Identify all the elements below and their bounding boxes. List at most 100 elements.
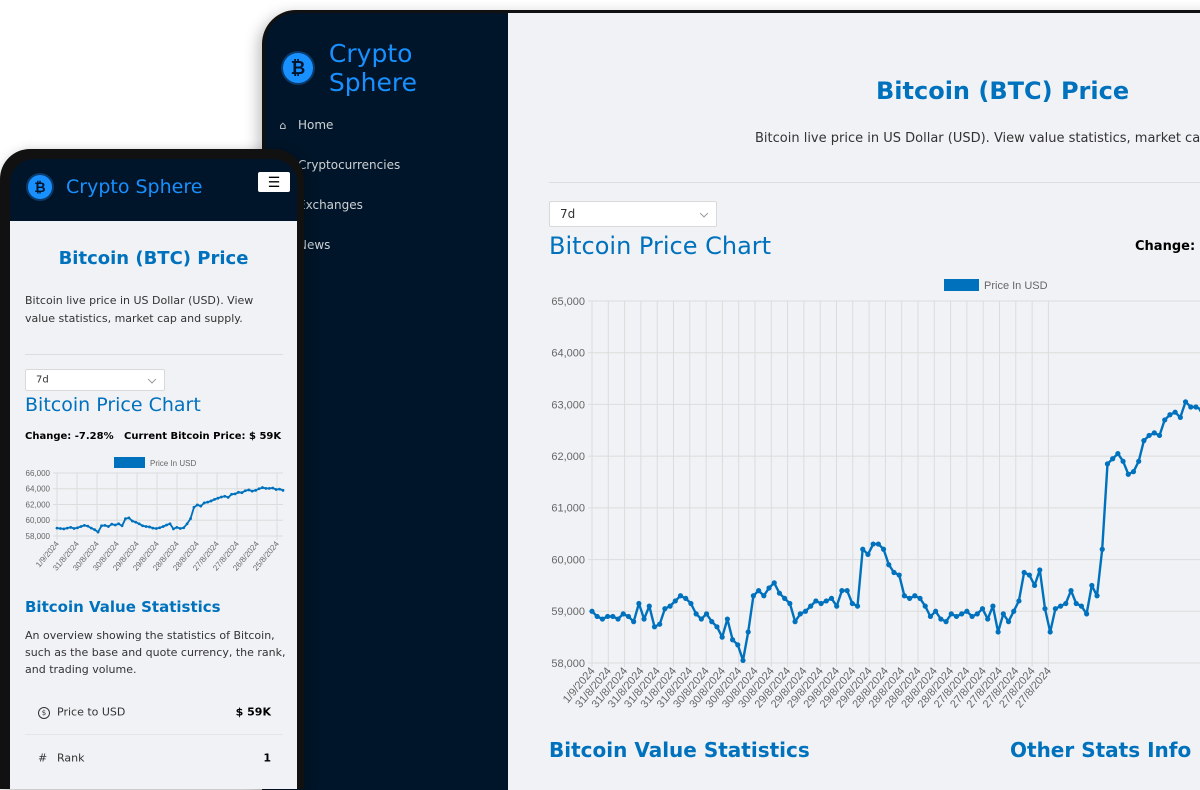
data-point (1110, 456, 1116, 462)
y-tick-label: 60,000 (551, 554, 585, 566)
data-point (1073, 600, 1079, 607)
mobile-header: ₿ Crypto Sphere ☰ (10, 159, 297, 221)
data-point (761, 593, 767, 599)
data-point (182, 526, 186, 530)
menu-toggle-button[interactable]: ☰ (258, 172, 290, 192)
data-point (281, 488, 285, 492)
data-point (933, 608, 939, 614)
y-tick-label: 62,000 (26, 500, 51, 509)
time-period-select[interactable]: 7d (549, 201, 717, 227)
legend-swatch (944, 279, 979, 291)
sidebar-item-home[interactable]: ⌂ Home (276, 105, 506, 145)
y-tick-label: 59,000 (551, 606, 585, 618)
time-period-select[interactable]: 7d (25, 369, 165, 391)
page-title: Bitcoin (BTC) Price (58, 248, 249, 269)
data-point (953, 613, 960, 620)
data-point (82, 523, 86, 527)
sidebar-item-exchanges[interactable]: ⇄ Exchanges (276, 185, 506, 225)
data-point (870, 541, 876, 547)
data-point (76, 526, 79, 530)
data-point (124, 517, 127, 521)
data-point (787, 600, 793, 607)
data-point (886, 562, 892, 568)
data-point (693, 611, 699, 617)
divider (25, 354, 283, 355)
y-tick-label: 65,000 (551, 296, 585, 308)
data-point (808, 603, 814, 609)
data-point (110, 522, 114, 526)
data-point (948, 611, 954, 617)
sidebar-menu: ⌂ Home ⬚ Cryptocurrencies ⇄ Exchanges ✧ … (276, 105, 506, 265)
data-point (1011, 608, 1017, 614)
data-point (964, 608, 970, 614)
data-point (735, 642, 741, 648)
data-point (226, 496, 230, 499)
data-point (724, 616, 730, 622)
data-point (1021, 569, 1027, 576)
data-point (79, 525, 83, 528)
value-stats-title: Bitcoin Value Statistics (25, 598, 221, 616)
data-point (59, 527, 62, 530)
sidebar-item-cryptocurrencies[interactable]: ⬚ Cryptocurrencies (276, 145, 506, 185)
data-point (168, 522, 172, 526)
data-point (990, 603, 996, 609)
data-point (1172, 409, 1178, 415)
sidebar-item-news[interactable]: ✧ News (276, 225, 506, 265)
data-point (880, 546, 887, 552)
data-point (267, 486, 271, 490)
data-point (792, 619, 798, 625)
data-point (594, 613, 600, 620)
data-point (657, 621, 663, 627)
data-point (901, 593, 907, 599)
y-tick-label: 58,000 (26, 532, 51, 541)
data-point (605, 613, 611, 620)
sidebar-item-label: Exchanges (298, 198, 363, 212)
data-point (1146, 432, 1152, 439)
data-point (103, 523, 107, 527)
data-point (620, 611, 626, 617)
y-tick-label: 62,000 (551, 451, 585, 463)
data-point (974, 611, 980, 617)
stat-label: Rank (57, 751, 85, 765)
data-point (834, 603, 840, 609)
bitcoin-logo-icon: ₿ (281, 51, 315, 85)
series-line (56, 486, 284, 533)
brand-logo[interactable]: ₿ Crypto Sphere (281, 39, 508, 97)
data-point (72, 527, 76, 530)
stat-row-rank: # Rank 1 (25, 736, 283, 780)
data-point (264, 486, 268, 490)
brand-name: Crypto Sphere (66, 176, 203, 198)
data-point (1136, 458, 1142, 464)
data-point (828, 595, 835, 601)
data-point (636, 600, 642, 607)
mobile-mockup: ₿ Crypto Sphere ☰ Bitcoin (BTC) Price Bi… (0, 149, 304, 789)
legend-label: Price In USD (150, 459, 196, 468)
data-point (750, 593, 757, 599)
data-point (151, 526, 155, 530)
data-point (1188, 404, 1194, 410)
data-point (243, 489, 247, 493)
brand-logo[interactable]: ₿ Crypto Sphere (26, 173, 202, 201)
data-point (985, 616, 991, 622)
data-point (662, 606, 668, 612)
data-point (688, 600, 694, 607)
data-point (65, 526, 69, 530)
data-point (782, 595, 788, 601)
select-value: 7d (36, 374, 49, 386)
data-point (1047, 629, 1053, 635)
sidebar: ₿ Crypto Sphere ⌂ Home ⬚ Cryptocurrencie… (265, 13, 508, 790)
data-point (223, 494, 227, 498)
data-point (776, 590, 783, 596)
data-point (771, 580, 777, 586)
data-point (175, 525, 179, 529)
stat-value: $ 59K (235, 705, 271, 719)
data-point (137, 522, 141, 526)
page-title: Bitcoin (BTC) Price (876, 77, 1130, 105)
data-point (995, 629, 1001, 635)
data-point (86, 524, 90, 528)
data-point (69, 525, 73, 529)
y-tick-label: 61,000 (551, 503, 585, 515)
data-point (1000, 611, 1006, 617)
data-point (1052, 606, 1058, 612)
data-point (185, 522, 189, 526)
